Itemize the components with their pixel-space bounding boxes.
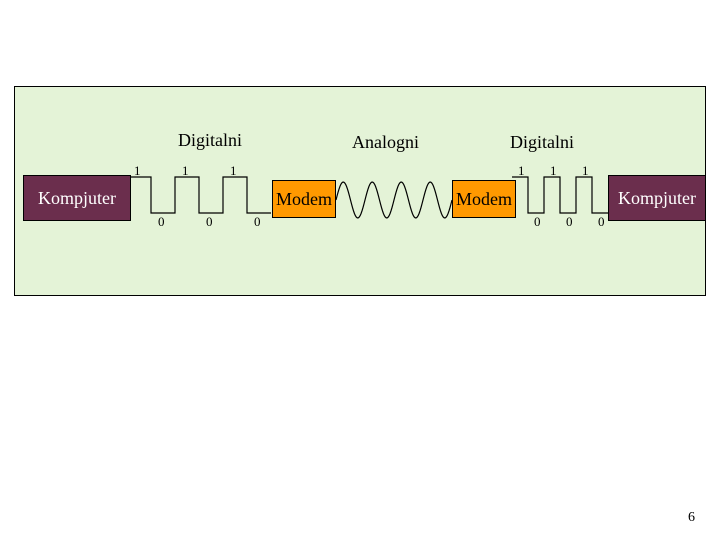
bit-label-0: 0 bbox=[566, 214, 573, 229]
label-digital-left: Digitalni bbox=[178, 130, 242, 151]
computer-right-box: Kompjuter bbox=[608, 175, 706, 221]
bit-label-0: 0 bbox=[206, 214, 213, 229]
modem-right-box: Modem bbox=[452, 180, 516, 218]
bit-label-0: 0 bbox=[254, 214, 261, 229]
label-analog: Analogni bbox=[352, 132, 419, 153]
bit-label-1: 1 bbox=[134, 163, 141, 178]
bit-label-1: 1 bbox=[550, 163, 557, 178]
bit-label-0: 0 bbox=[534, 214, 541, 229]
analog-signal bbox=[336, 178, 452, 222]
bit-label-1: 1 bbox=[230, 163, 237, 178]
bit-label-0: 0 bbox=[598, 214, 605, 229]
page-number: 6 bbox=[688, 510, 695, 526]
bit-label-0: 0 bbox=[158, 214, 165, 229]
label-digital-right: Digitalni bbox=[510, 132, 574, 153]
digital-signal-left: 111000 bbox=[127, 165, 272, 225]
computer-left-box: Kompjuter bbox=[23, 175, 131, 221]
modem-left-box: Modem bbox=[272, 180, 336, 218]
bit-label-1: 1 bbox=[182, 163, 189, 178]
bit-label-1: 1 bbox=[582, 163, 589, 178]
bit-label-1: 1 bbox=[518, 163, 525, 178]
